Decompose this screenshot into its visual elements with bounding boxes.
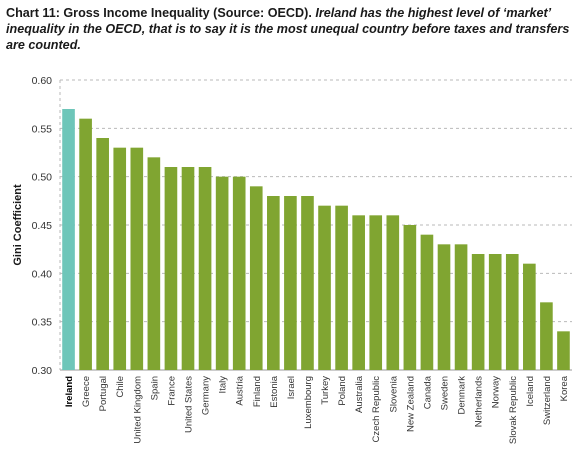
- x-tick-label: Portugal: [98, 376, 109, 411]
- bar: [181, 167, 195, 370]
- x-tick-label: Greece: [81, 376, 92, 407]
- bar: [540, 302, 553, 370]
- bar: [335, 205, 348, 370]
- x-axis-labels: Ireland Greece Portugal Chile United Kingdom…: [64, 375, 570, 444]
- x-tick-label: Canada: [422, 375, 433, 409]
- bar: [318, 205, 331, 370]
- x-tick-label: Sweden: [440, 376, 451, 410]
- x-tick-label: Spain: [149, 376, 160, 400]
- x-tick-label: Switzerland: [542, 376, 553, 425]
- bar: [454, 244, 468, 370]
- bar: [198, 167, 212, 370]
- x-tick-label: Germany: [201, 376, 212, 415]
- x-tick-label: Netherlands: [474, 376, 485, 427]
- chart-title-lead: Chart 11: Gross Income Inequality (Sourc…: [6, 6, 312, 20]
- x-tick-label: Norway: [491, 376, 502, 408]
- x-tick-label: Australia: [354, 375, 365, 413]
- x-tick-label: France: [166, 376, 177, 406]
- x-tick-label: United Kingdom: [132, 376, 143, 444]
- bar: [130, 147, 144, 370]
- x-tick-label: Chile: [115, 376, 126, 398]
- y-tick-label: 0.40: [32, 268, 53, 280]
- bar: [488, 254, 502, 370]
- x-tick-label: Italy: [218, 376, 229, 394]
- x-tick-label: Slovenia: [388, 375, 399, 412]
- x-tick-label: Finland: [252, 376, 263, 407]
- bar: [249, 186, 263, 370]
- x-tick-label: Turkey: [320, 376, 331, 405]
- bar: [232, 176, 246, 370]
- gridlines: [60, 79, 572, 371]
- bar: [471, 254, 485, 370]
- bar: [113, 147, 127, 370]
- bar: [62, 109, 75, 370]
- bar: [420, 234, 434, 370]
- chart-title-rest: Ireland has the highest level of ‘market…: [6, 6, 570, 52]
- bars: [62, 109, 570, 370]
- bar: [147, 157, 161, 370]
- bar: [386, 215, 400, 370]
- y-tick-label: 0.45: [32, 220, 53, 232]
- x-tick-label: Austria: [235, 375, 246, 405]
- bar: [164, 167, 178, 370]
- y-tick-label: 0.55: [32, 123, 53, 135]
- y-axis-label: Gini Coefficient: [12, 184, 24, 266]
- y-tick-label: 0.30: [32, 365, 53, 377]
- bar: [369, 215, 383, 370]
- x-tick-label: Korea: [559, 375, 570, 401]
- x-tick-label: Iceland: [525, 376, 536, 407]
- bar: [267, 196, 280, 370]
- bar: [403, 225, 417, 370]
- bar: [284, 196, 297, 370]
- x-tick-label: Israel: [286, 376, 297, 399]
- bar: [437, 244, 451, 370]
- x-tick-label: Luxembourg: [303, 376, 314, 429]
- bar: [523, 263, 536, 370]
- x-tick-label: United States: [184, 376, 195, 433]
- bar: [505, 254, 519, 370]
- bar: [96, 138, 109, 370]
- y-axis: 0.30 0.35 0.40 0.45 0.50 0.55 0.60: [32, 75, 61, 377]
- x-tick-label: Slovak Republic: [508, 376, 519, 444]
- bar: [215, 176, 229, 370]
- x-tick-label: New Zealand: [405, 376, 416, 432]
- x-tick-label: Poland: [337, 376, 348, 406]
- bar: [301, 196, 314, 370]
- y-tick-label: 0.35: [32, 317, 53, 329]
- x-tick-label: Czech Republic: [371, 376, 382, 443]
- x-tick-label: Estonia: [269, 375, 280, 407]
- x-tick-label: Denmark: [457, 376, 468, 415]
- x-tick-label: Ireland: [64, 376, 75, 407]
- chart-title: Chart 11: Gross Income Inequality (Sourc…: [6, 5, 574, 53]
- y-tick-label: 0.60: [32, 75, 53, 87]
- bar: [352, 215, 365, 370]
- bar: [557, 331, 570, 370]
- y-tick-label: 0.50: [32, 172, 53, 184]
- bar: [79, 118, 92, 370]
